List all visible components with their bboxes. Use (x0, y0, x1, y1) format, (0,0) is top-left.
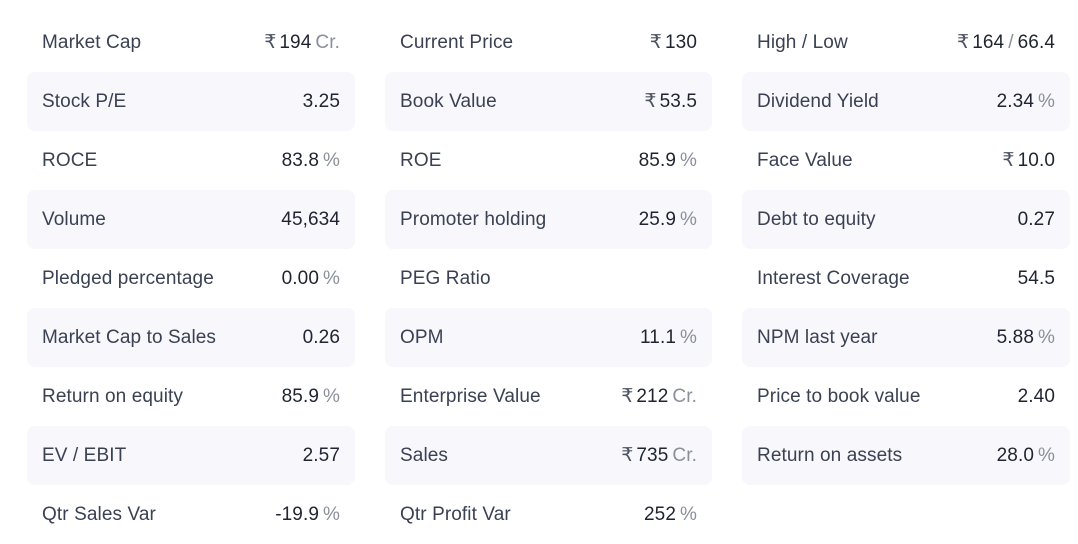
ratio-row-price-to-book-value: Price to book value 2.40 (742, 367, 1070, 426)
rupee-icon: ₹ (644, 91, 657, 112)
ratio-row-volume: Volume 45,634 (27, 190, 355, 249)
ratio-label: Price to book value (757, 385, 921, 407)
ratio-value: 25.9% (638, 208, 697, 230)
ratio-label: Book Value (400, 90, 497, 112)
ratio-label: Qtr Profit Var (400, 503, 511, 525)
ratio-value: 3.25 (302, 90, 340, 112)
ratio-row-pledged-percentage: Pledged percentage 0.00% (27, 249, 355, 308)
ratio-label: Debt to equity (757, 208, 876, 230)
ratio-value: 11.1% (640, 326, 697, 348)
ratio-value: 28.0% (996, 444, 1055, 466)
ratio-label: ROCE (42, 149, 98, 171)
ratio-row-opm: OPM 11.1% (385, 308, 712, 367)
ratio-value: ₹10.0 (1002, 150, 1055, 171)
ratio-label: Stock P/E (42, 90, 127, 112)
ratio-label: ROE (400, 149, 442, 171)
key-ratios-grid: Market Cap ₹194 Cr. Stock P/E 3.25 ROCE 8… (27, 13, 1070, 544)
ratio-value: ₹194 Cr. (264, 32, 340, 53)
ratios-column-3: High / Low ₹164/66.4 Dividend Yield 2.34… (742, 13, 1070, 544)
ratio-value: 0.26 (302, 326, 340, 348)
ratio-row-high-low: High / Low ₹164/66.4 (742, 13, 1070, 72)
ratio-label: Return on equity (42, 385, 184, 407)
ratio-row-stock-pe: Stock P/E 3.25 (27, 72, 355, 131)
ratio-value: 2.57 (302, 444, 340, 466)
ratio-label: NPM last year (757, 326, 878, 348)
ratio-label: Current Price (400, 31, 514, 53)
ratio-label: Pledged percentage (42, 267, 214, 289)
ratio-row-ev-ebit: EV / EBIT 2.57 (27, 426, 355, 485)
ratio-value: 5.88% (996, 326, 1055, 348)
ratio-label: Market Cap to Sales (42, 326, 217, 348)
ratio-row-face-value: Face Value ₹10.0 (742, 131, 1070, 190)
rupee-icon: ₹ (957, 32, 970, 53)
ratio-value: 83.8% (281, 149, 340, 171)
rupee-icon: ₹ (264, 32, 277, 53)
ratio-row-market-cap-to-sales: Market Cap to Sales 0.26 (27, 308, 355, 367)
ratio-label: Sales (400, 444, 449, 466)
ratio-label: OPM (400, 326, 444, 348)
ratio-label: EV / EBIT (42, 444, 127, 466)
ratio-label: Enterprise Value (400, 385, 541, 407)
ratio-label: Dividend Yield (757, 90, 879, 112)
ratio-label: PEG Ratio (400, 267, 491, 289)
ratio-row-peg-ratio: PEG Ratio (385, 249, 712, 308)
ratio-row-current-price: Current Price ₹130 (385, 13, 712, 72)
ratio-row-qtr-sales-var: Qtr Sales Var -19.9% (27, 485, 355, 544)
ratio-row-market-cap: Market Cap ₹194 Cr. (27, 13, 355, 72)
ratio-row-enterprise-value: Enterprise Value ₹212 Cr. (385, 367, 712, 426)
ratio-label: Face Value (757, 149, 853, 171)
ratio-value: 85.9% (281, 385, 340, 407)
ratio-value: 0.00% (281, 267, 340, 289)
ratio-label: Volume (42, 208, 106, 230)
ratio-row-roe: ROE 85.9% (385, 131, 712, 190)
ratio-value: 85.9% (638, 149, 697, 171)
ratio-value: ₹130 (649, 32, 697, 53)
ratio-value: 0.27 (1017, 208, 1055, 230)
ratio-row-qtr-profit-var: Qtr Profit Var 252% (385, 485, 712, 544)
rupee-icon: ₹ (621, 445, 634, 466)
ratio-value: 45,634 (281, 208, 340, 230)
ratio-value: ₹53.5 (644, 91, 697, 112)
ratio-label: Interest Coverage (757, 267, 910, 289)
rupee-icon: ₹ (621, 386, 634, 407)
ratio-row-dividend-yield: Dividend Yield 2.34% (742, 72, 1070, 131)
ratio-value: ₹735 Cr. (621, 445, 697, 466)
ratio-row-book-value: Book Value ₹53.5 (385, 72, 712, 131)
ratio-value: 252% (643, 503, 697, 525)
ratio-row-return-on-assets: Return on assets 28.0% (742, 426, 1070, 485)
ratio-value: 2.34% (996, 90, 1055, 112)
ratio-row-npm-last-year: NPM last year 5.88% (742, 308, 1070, 367)
ratio-value: ₹212 Cr. (621, 386, 697, 407)
ratio-label: Market Cap (42, 31, 142, 53)
ratio-label: Qtr Sales Var (42, 503, 156, 525)
ratio-row-sales: Sales ₹735 Cr. (385, 426, 712, 485)
ratio-row-debt-to-equity: Debt to equity 0.27 (742, 190, 1070, 249)
ratio-value: ₹164/66.4 (957, 32, 1055, 53)
ratios-column-2: Current Price ₹130 Book Value ₹53.5 ROE … (385, 13, 712, 544)
ratio-row-return-on-equity: Return on equity 85.9% (27, 367, 355, 426)
rupee-icon: ₹ (1002, 150, 1015, 171)
ratio-label: Promoter holding (400, 208, 547, 230)
ratios-column-1: Market Cap ₹194 Cr. Stock P/E 3.25 ROCE 8… (27, 13, 355, 544)
rupee-icon: ₹ (649, 32, 662, 53)
ratio-label: High / Low (757, 31, 848, 53)
ratio-row-interest-coverage: Interest Coverage 54.5 (742, 249, 1070, 308)
ratio-row-promoter-holding: Promoter holding 25.9% (385, 190, 712, 249)
ratio-value: -19.9% (275, 503, 340, 525)
ratio-label: Return on assets (757, 444, 903, 466)
ratio-value: 54.5 (1017, 267, 1055, 289)
ratio-value: 2.40 (1017, 385, 1055, 407)
ratio-row-roce: ROCE 83.8% (27, 131, 355, 190)
